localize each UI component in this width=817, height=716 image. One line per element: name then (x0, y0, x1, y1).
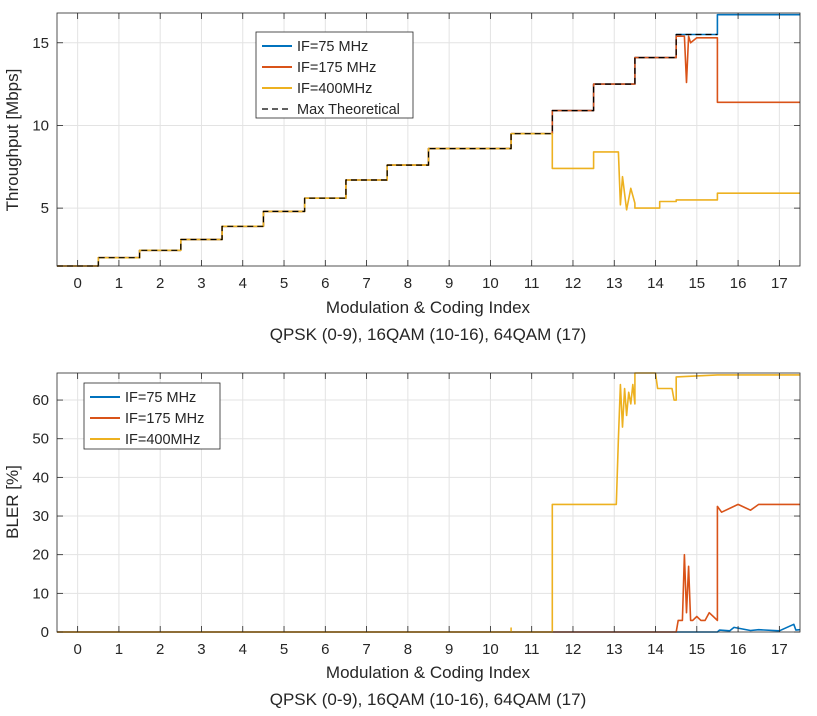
throughput-series-max-theoretical (57, 33, 718, 267)
bler-x-tick-label: 14 (647, 641, 664, 658)
throughput-y-tick-label: 10 (32, 117, 49, 134)
bler-x-sublabel: QPSK (0-9), 16QAM (10-16), 64QAM (17) (270, 690, 587, 709)
throughput-legend-label-if-75-mhz: IF=75 MHz (297, 39, 368, 55)
throughput-x-label: Modulation & Coding Index (326, 298, 531, 317)
throughput-y-tick-label: 5 (41, 200, 49, 217)
throughput-x-tick-label: 15 (688, 275, 705, 292)
throughput-x-tick-label: 10 (482, 275, 499, 292)
bler-x-tick-label: 6 (321, 641, 329, 658)
throughput-y-tick-label: 15 (32, 35, 49, 52)
throughput-x-tick-label: 14 (647, 275, 664, 292)
bler-x-label: Modulation & Coding Index (326, 663, 531, 682)
throughput-x-tick-label: 12 (565, 275, 582, 292)
bler-x-tick-label: 12 (565, 641, 582, 658)
throughput-legend-label-if-175-mhz: IF=175 MHz (297, 60, 376, 76)
bler-y-tick-label: 30 (32, 508, 49, 525)
bler-y-tick-label: 0 (41, 624, 49, 641)
bler-x-tick-label: 9 (445, 641, 453, 658)
throughput-x-tick-label: 16 (730, 275, 747, 292)
bler-x-tick-label: 4 (239, 641, 247, 658)
bler-series-if-75-mhz (57, 623, 801, 633)
throughput-x-tick-label: 6 (321, 275, 329, 292)
bler-y-label: BLER [%] (3, 465, 22, 539)
bler-x-tick-label: 1 (115, 641, 123, 658)
throughput-x-tick-label: 4 (239, 275, 247, 292)
bler-series-if-175-mhz (57, 503, 800, 633)
throughput-x-tick-label: 11 (524, 275, 540, 292)
bler-legend-label-if-75-mhz: IF=75 MHz (125, 390, 196, 406)
bler-legend: IF=75 MHz IF=175 MHz IF=400MHz (83, 382, 221, 450)
bler-x-tick-label: 0 (73, 641, 81, 658)
throughput-x-tick-label: 9 (445, 275, 453, 292)
throughput-x-tick-label: 2 (156, 275, 164, 292)
throughput-x-tick-label: 13 (606, 275, 623, 292)
throughput-x-tick-label: 7 (362, 275, 370, 292)
throughput-x-tick-label: 17 (771, 275, 788, 292)
throughput-x-sublabel: QPSK (0-9), 16QAM (10-16), 64QAM (17) (270, 325, 587, 344)
bler-x-tick-label: 5 (280, 641, 288, 658)
bler-x-tick-label: 13 (606, 641, 623, 658)
bler-x-tick-label: 17 (771, 641, 788, 658)
throughput-x-ticks: 0 1 2 3 4 5 6 7 8 9 10 11 12 13 14 15 16 17 (73, 13, 788, 292)
bler-x-tick-label: 8 (404, 641, 412, 658)
bler-y-tick-label: 50 (32, 431, 49, 448)
throughput-axes-box (56, 12, 801, 267)
throughput-x-tick-label: 0 (73, 275, 81, 292)
bler-x-tick-label: 15 (688, 641, 705, 658)
bler-x-tick-label: 16 (730, 641, 747, 658)
bler-x-tick-label: 2 (156, 641, 164, 658)
bler-y-tick-label: 40 (32, 469, 49, 486)
bler-y-tick-label: 10 (32, 585, 49, 602)
bler-x-ticks: 0 1 2 3 4 5 6 7 8 9 10 11 12 13 14 15 16 17 (73, 373, 788, 658)
bler-x-tick-label: 3 (197, 641, 205, 658)
bler-legend-label-if-400mhz: IF=400MHz (125, 432, 200, 448)
bler-y-tick-label: 60 (32, 392, 49, 409)
throughput-y-label: Throughput [Mbps] (3, 69, 22, 212)
throughput-series (57, 13, 800, 267)
throughput-x-tick-label: 3 (197, 275, 205, 292)
throughput-legend: IF=75 MHz IF=175 MHz IF=400MHz Max Theoreti… (255, 31, 414, 119)
bler-x-tick-label: 11 (524, 641, 540, 658)
throughput-legend-label-if-400mhz: IF=400MHz (297, 81, 372, 97)
bler-y-ticks: 0 10 20 30 40 50 60 (32, 392, 800, 641)
throughput-legend-label-max-theoretical: Max Theoretical (297, 102, 400, 118)
bler-x-tick-label: 7 (362, 641, 370, 658)
bler-y-tick-label: 20 (32, 547, 49, 564)
throughput-x-tick-label: 1 (115, 275, 123, 292)
bler-x-tick-label: 10 (482, 641, 499, 658)
bler-legend-label-if-175-mhz: IF=175 MHz (125, 411, 204, 427)
throughput-x-tick-label: 8 (404, 275, 412, 292)
bler-axes-box (56, 372, 801, 633)
throughput-y-ticks: 5 10 15 (32, 35, 800, 217)
throughput-x-tick-label: 5 (280, 275, 288, 292)
bler-panel: 0 1 2 3 4 5 6 7 8 9 10 11 12 13 14 15 16 17 0102030405060… (3, 372, 801, 709)
